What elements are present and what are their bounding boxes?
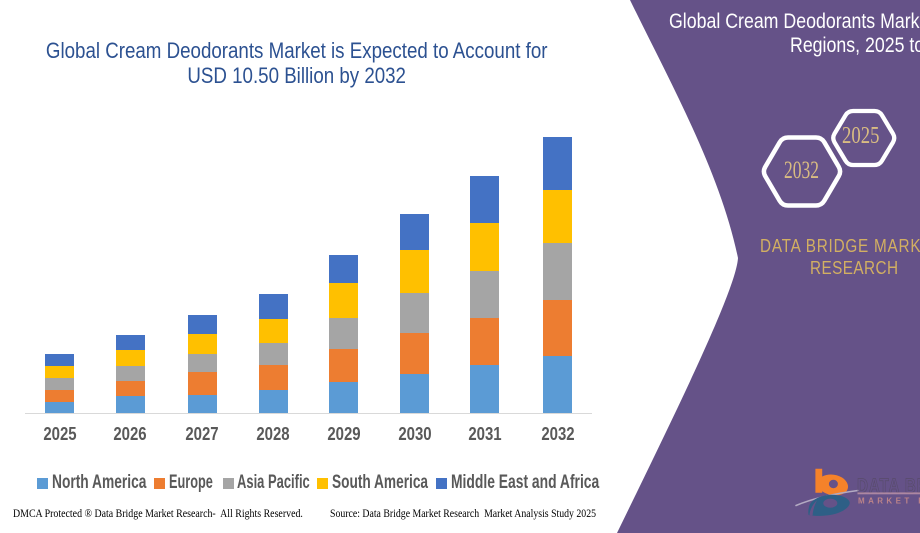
svg-text:DATA BRIDGE: DATA BRIDGE <box>857 474 920 497</box>
svg-text:MARKET RES: MARKET RES <box>858 496 920 505</box>
